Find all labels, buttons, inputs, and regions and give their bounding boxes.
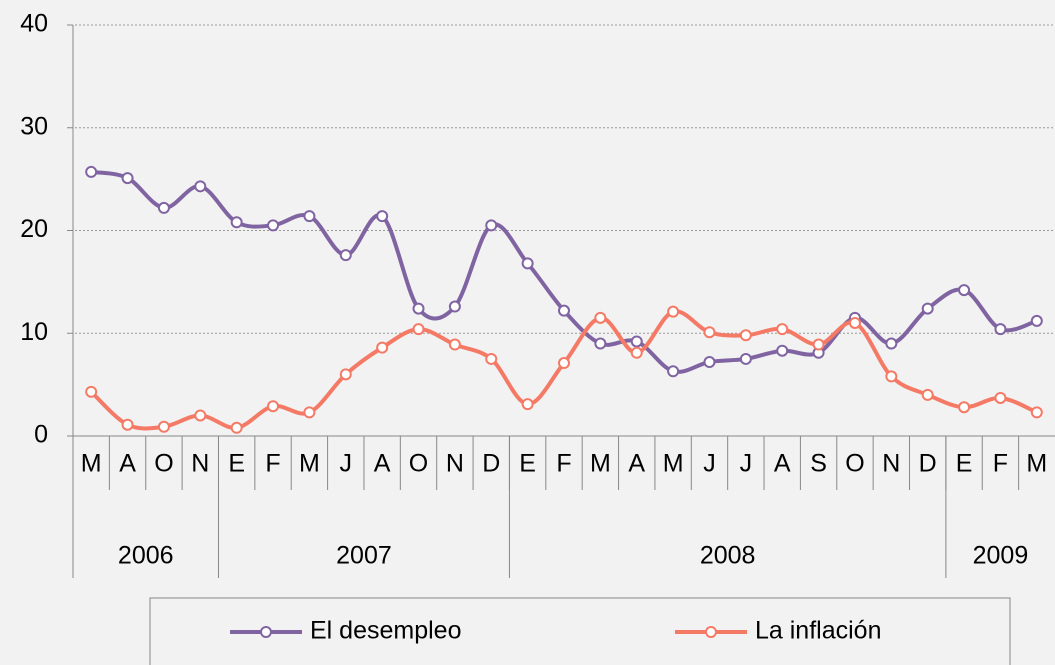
data-point (1030, 406, 1043, 419)
data-point (303, 210, 316, 223)
data-point (558, 357, 570, 370)
x-tick-label: J (740, 450, 753, 478)
year-label: 2007 (336, 542, 392, 570)
data-point (85, 385, 98, 398)
x-tick-label: M (299, 450, 320, 478)
x-tick-label: M (81, 450, 102, 478)
x-tick-label: J (703, 450, 716, 478)
data-point (267, 400, 280, 413)
data-point (630, 335, 643, 348)
x-tick-label: N (191, 450, 209, 478)
data-point (594, 337, 607, 350)
y-tick-label: 0 (34, 421, 48, 449)
data-point (921, 302, 934, 315)
data-point (157, 420, 170, 433)
x-tick-label: A (628, 450, 645, 478)
y-tick-label: 20 (20, 215, 48, 243)
x-tick-label: O (154, 450, 173, 478)
data-point (594, 311, 607, 324)
x-tick-label: O (845, 450, 864, 478)
data-point (194, 409, 207, 422)
legend-marker (705, 626, 717, 638)
data-point (448, 338, 461, 351)
data-point (376, 210, 389, 223)
data-point (994, 323, 1007, 336)
data-point (921, 388, 934, 401)
y-tick-label: 40 (20, 10, 48, 38)
data-point (812, 338, 825, 351)
x-tick-label: D (482, 450, 500, 478)
data-point (230, 216, 243, 229)
data-point (776, 344, 789, 357)
data-point (448, 300, 461, 313)
x-tick-label: E (956, 450, 973, 478)
x-tick-label: A (119, 450, 136, 478)
x-tick-label: N (446, 450, 464, 478)
x-tick-label: J (340, 450, 353, 478)
data-point (885, 370, 898, 383)
x-tick-label: E (228, 450, 245, 478)
data-point (85, 165, 98, 178)
x-tick-label: E (519, 450, 536, 478)
series-line (90, 169, 1038, 374)
y-tick-label: 10 (20, 318, 48, 346)
x-tick-label: M (1026, 450, 1047, 478)
data-point (703, 326, 716, 339)
data-point (994, 391, 1007, 404)
x-tick-label: A (774, 450, 791, 478)
x-tick-label: F (556, 450, 571, 478)
year-label: 2009 (973, 542, 1029, 570)
data-point (121, 418, 134, 431)
legend-marker (260, 626, 272, 638)
data-point (157, 201, 170, 214)
data-point (776, 323, 789, 336)
data-point (558, 304, 570, 317)
legend-label: La inflación (755, 617, 881, 645)
x-tick-label: D (919, 450, 937, 478)
data-point (521, 257, 534, 270)
data-point (739, 352, 752, 365)
data-point (667, 305, 680, 318)
data-point (739, 329, 752, 342)
legend-label: El desempleo (310, 617, 461, 645)
data-point (412, 302, 425, 315)
data-point (703, 356, 716, 369)
data-point (885, 337, 898, 350)
x-tick-label: F (993, 450, 1008, 478)
data-point (267, 219, 280, 232)
data-point (194, 180, 207, 193)
x-tick-label: O (409, 450, 428, 478)
y-tick-label: 30 (20, 112, 48, 140)
data-point (121, 172, 134, 185)
data-point (339, 249, 352, 262)
data-point (412, 323, 425, 336)
data-point (230, 421, 243, 434)
data-point (376, 341, 389, 354)
x-tick-label: A (374, 450, 391, 478)
data-point (958, 284, 971, 297)
data-point (630, 346, 643, 359)
data-point (958, 401, 971, 414)
x-tick-label: N (882, 450, 900, 478)
x-tick-label: F (265, 450, 280, 478)
x-tick-label: M (663, 450, 684, 478)
year-label: 2008 (700, 542, 756, 570)
data-point (485, 219, 498, 232)
data-point (848, 316, 861, 329)
data-point (521, 398, 534, 411)
x-tick-label: M (590, 450, 611, 478)
data-point (667, 365, 680, 378)
year-label: 2006 (118, 542, 174, 570)
data-point (1030, 314, 1043, 327)
x-tick-label: S (810, 450, 827, 478)
data-point (485, 352, 498, 365)
data-point (303, 406, 316, 419)
series-line (89, 309, 1038, 431)
data-point (339, 368, 352, 381)
